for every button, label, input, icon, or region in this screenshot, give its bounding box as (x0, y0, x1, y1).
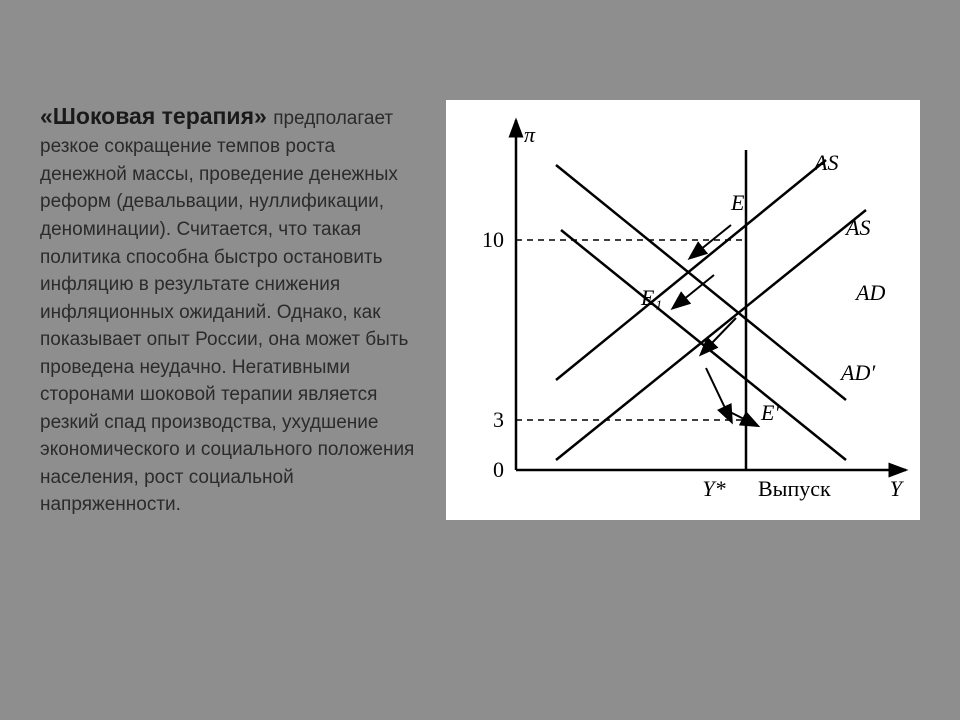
svg-text:E′: E′ (760, 400, 780, 425)
svg-text:3: 3 (493, 407, 504, 432)
slide-body: предполагает резкое сокращение темпов ро… (40, 108, 414, 515)
svg-text:AD′: AD′ (839, 360, 876, 385)
econ-diagram: π Y Выпуск Y* 10 3 0 AS AS AD AD′ E E₁ E′ (446, 100, 920, 520)
svg-text:E₁: E₁ (640, 285, 662, 310)
slide: «Шоковая терапия» предполагает резкое со… (0, 0, 960, 720)
svg-text:E: E (730, 190, 745, 215)
svg-text:π: π (524, 122, 536, 147)
slide-title: «Шоковая терапия» (40, 103, 273, 129)
svg-text:Выпуск: Выпуск (758, 476, 831, 501)
svg-text:0: 0 (493, 457, 504, 482)
svg-text:Y: Y (889, 476, 904, 501)
svg-text:AS: AS (844, 215, 870, 240)
diagram-svg: π Y Выпуск Y* 10 3 0 AS AS AD AD′ E E₁ E′ (446, 100, 926, 520)
svg-text:10: 10 (482, 227, 504, 252)
svg-text:AS: AS (812, 150, 838, 175)
svg-text:AD: AD (854, 280, 885, 305)
svg-text:Y*: Y* (702, 476, 725, 501)
text-column: «Шоковая терапия» предполагает резкое со… (40, 100, 426, 680)
